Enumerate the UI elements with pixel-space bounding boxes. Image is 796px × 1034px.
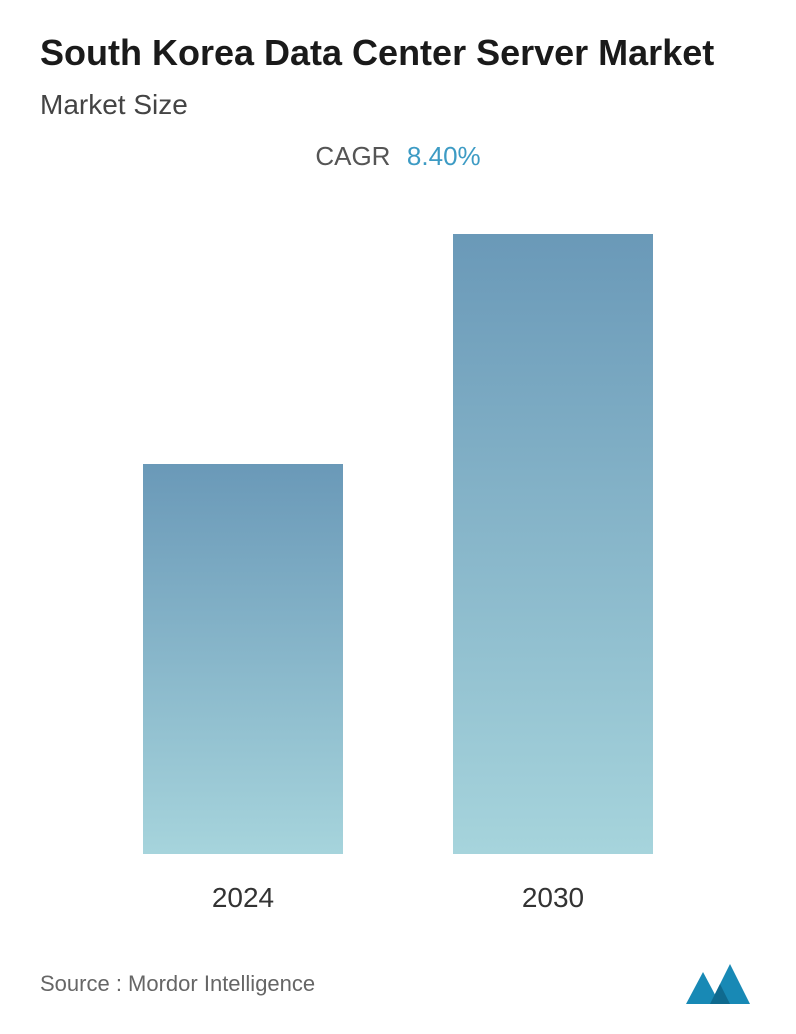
bar-2024	[143, 464, 343, 854]
cagr-row: CAGR 8.40%	[40, 141, 756, 172]
source-text: Source : Mordor Intelligence	[40, 971, 315, 997]
chart-container: South Korea Data Center Server Market Ma…	[0, 0, 796, 1034]
bar-group-2030: 2030	[453, 234, 653, 914]
bar-2030	[453, 234, 653, 854]
bar-label-2030: 2030	[522, 882, 584, 914]
bar-label-2024: 2024	[212, 882, 274, 914]
subtitle: Market Size	[40, 89, 756, 121]
bar-group-2024: 2024	[143, 464, 343, 914]
cagr-value: 8.40%	[407, 141, 481, 171]
cagr-label: CAGR	[315, 141, 390, 171]
mordor-logo-icon	[686, 964, 756, 1004]
page-title: South Korea Data Center Server Market	[40, 30, 756, 77]
chart-area: 2024 2030	[40, 212, 756, 914]
footer: Source : Mordor Intelligence	[40, 944, 756, 1004]
